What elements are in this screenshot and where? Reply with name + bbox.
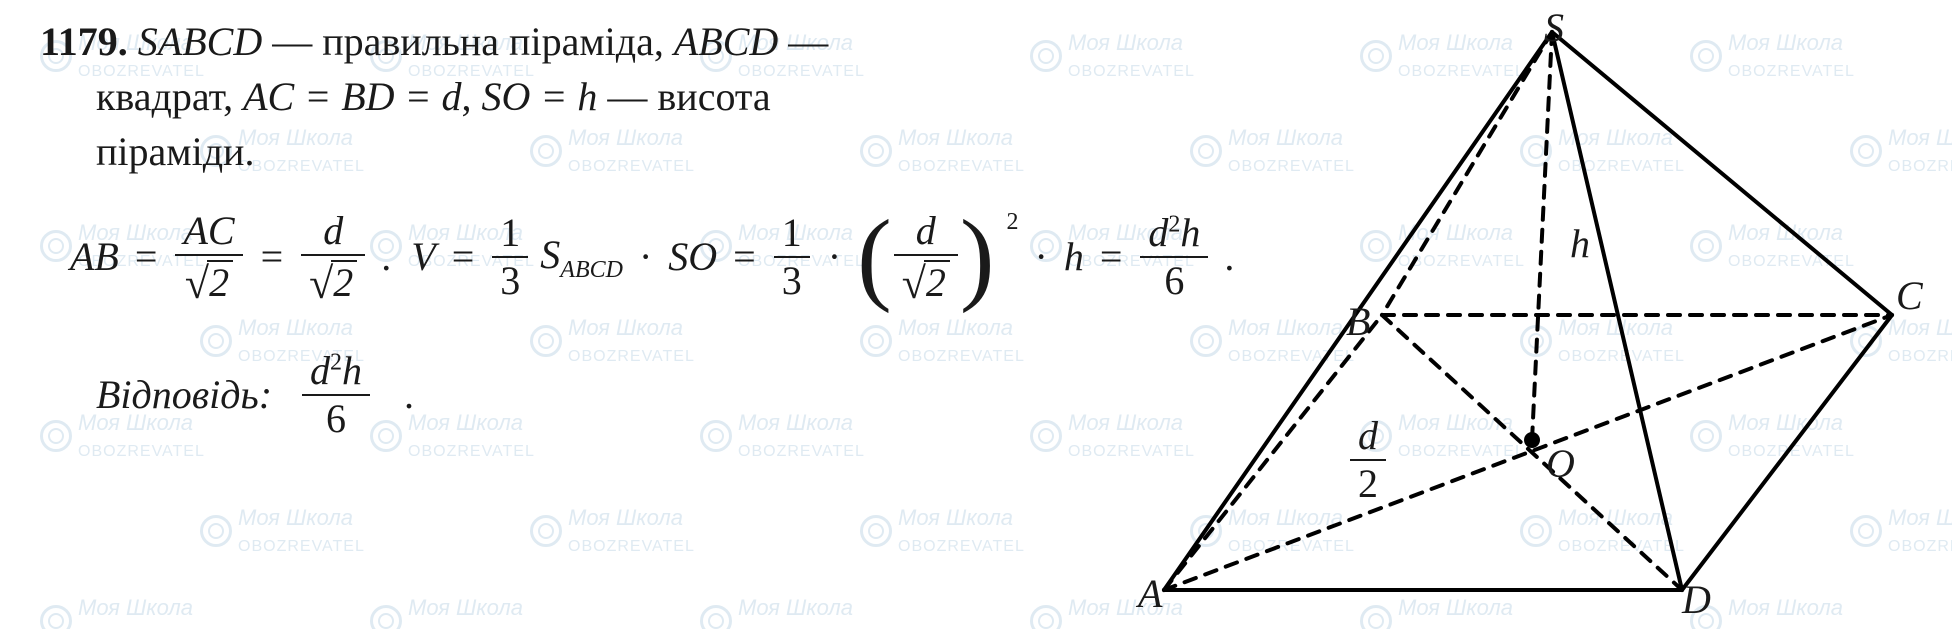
sym-sabcd: SABCD bbox=[138, 19, 262, 64]
equals-4: = bbox=[727, 229, 762, 284]
watermark: Моя ШколаOBOZREVATEL bbox=[700, 595, 865, 629]
answer-frac: d2h 6 bbox=[300, 350, 372, 440]
lbl-d: D bbox=[1682, 576, 1711, 623]
var-h: h bbox=[1064, 229, 1084, 284]
dot-1: . bbox=[377, 229, 391, 284]
answer-row: Відповідь: d2h 6 . bbox=[40, 350, 1140, 440]
line-3: піраміди. bbox=[40, 124, 1140, 179]
eq-soh: SO = h bbox=[482, 74, 598, 119]
var-v: V bbox=[411, 229, 435, 284]
math-line: AB = AC √2 = d √2 . V = 1 bbox=[40, 210, 1140, 304]
frac-top-ac: AC bbox=[175, 210, 242, 252]
lbl-o: O bbox=[1546, 440, 1575, 487]
sqrt2-c: √2 bbox=[902, 258, 950, 304]
frac-top-d: d bbox=[315, 210, 351, 252]
line-1: 1179. SABCD — правильна піраміда, ABCD — bbox=[40, 14, 1140, 69]
watermark: Моя ШколаOBOZREVATEL bbox=[200, 505, 365, 557]
txt-2c: , bbox=[462, 74, 482, 119]
answer-label: Відповідь: bbox=[96, 367, 272, 422]
lbl-d2: d 2 bbox=[1348, 412, 1388, 505]
frac-d-root2: d √2 bbox=[299, 210, 367, 304]
txt-2a: квадрат, bbox=[96, 74, 243, 119]
paren-d-root2: ( d √2 ) bbox=[857, 210, 994, 304]
lbl-c: C bbox=[1896, 272, 1923, 319]
watermark: Моя ШколаOBOZREVATEL bbox=[40, 595, 205, 629]
var-so: SO bbox=[668, 229, 717, 284]
lbl-b: B bbox=[1346, 298, 1370, 345]
watermark: Моя ШколаOBOZREVATEL bbox=[860, 505, 1025, 557]
var-s: SABCD bbox=[540, 227, 623, 287]
var-ab: AB bbox=[70, 229, 119, 284]
pyramid-svg bbox=[1102, 10, 1922, 620]
txt-1b: — правильна піраміда, bbox=[262, 19, 674, 64]
answer-dot: . bbox=[400, 367, 414, 422]
frac-1-3a: 1 3 bbox=[490, 212, 530, 302]
sqrt2-b: √2 bbox=[309, 258, 357, 304]
equals-1: = bbox=[129, 229, 164, 284]
equals-2: = bbox=[255, 229, 290, 284]
page: Моя ШколаOBOZREVATEL Моя ШколаOBOZREVATEL… bbox=[0, 0, 1952, 629]
sym-abcd: ABCD bbox=[674, 19, 778, 64]
txt-1d: — bbox=[778, 19, 828, 64]
cdot-3: · bbox=[1029, 229, 1054, 284]
lbl-s: S bbox=[1544, 4, 1564, 51]
pyramid-diagram: S A B C D O h d 2 bbox=[1102, 10, 1922, 620]
lbl-h: h bbox=[1570, 220, 1590, 267]
cdot-1: · bbox=[633, 229, 658, 284]
txt-2e: — висота bbox=[597, 74, 770, 119]
watermark: Моя ШколаOBOZREVATEL bbox=[370, 595, 535, 629]
frac-ac-root2: AC √2 bbox=[173, 210, 244, 304]
eq-acbd: AC = BD = d bbox=[243, 74, 461, 119]
equals-3: = bbox=[446, 229, 481, 284]
frac-d-root2-b: d √2 bbox=[892, 210, 960, 304]
cdot-2: · bbox=[822, 229, 847, 284]
sqrt2-a: √2 bbox=[185, 258, 233, 304]
frac-1-3b: 1 3 bbox=[772, 212, 812, 302]
problem-number: 1179. bbox=[40, 19, 128, 64]
watermark: Моя ШколаOBOZREVATEL bbox=[530, 505, 695, 557]
exp-2: 2 bbox=[1007, 206, 1019, 239]
problem-text: 1179. SABCD — правильна піраміда, ABCD —… bbox=[40, 14, 1140, 440]
line-2: квадрат, AC = BD = d, SO = h — висота bbox=[40, 69, 1140, 124]
lbl-a: A bbox=[1138, 570, 1162, 617]
